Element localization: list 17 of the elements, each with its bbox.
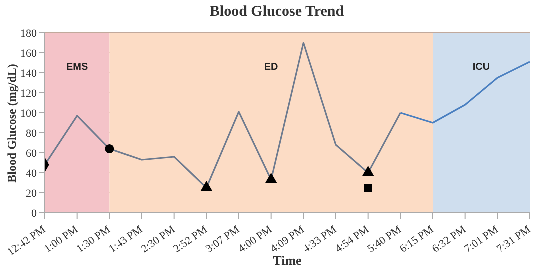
- y-tick-label: 60: [26, 148, 38, 160]
- y-tick-label: 180: [20, 28, 38, 40]
- y-tick-label: 120: [20, 88, 38, 100]
- x-axis-title: Time: [273, 253, 302, 268]
- y-tick-label: 140: [20, 68, 38, 80]
- band-label: EMS: [66, 62, 88, 74]
- y-axis-title: Blood Glucose (mg/dL): [4, 64, 20, 182]
- band-label: ICU: [472, 62, 490, 74]
- y-tick-label: 160: [20, 48, 38, 60]
- line-series: [400, 61, 530, 124]
- y-tick-label: 20: [26, 188, 38, 200]
- y-tick-label: 40: [26, 168, 38, 180]
- band-label: ED: [264, 62, 278, 74]
- y-tick-label: 100: [20, 108, 38, 120]
- y-tick-label: 80: [26, 128, 38, 140]
- chart-title: Blood Glucose Trend: [208, 4, 346, 21]
- y-tick-label: 0: [32, 208, 38, 220]
